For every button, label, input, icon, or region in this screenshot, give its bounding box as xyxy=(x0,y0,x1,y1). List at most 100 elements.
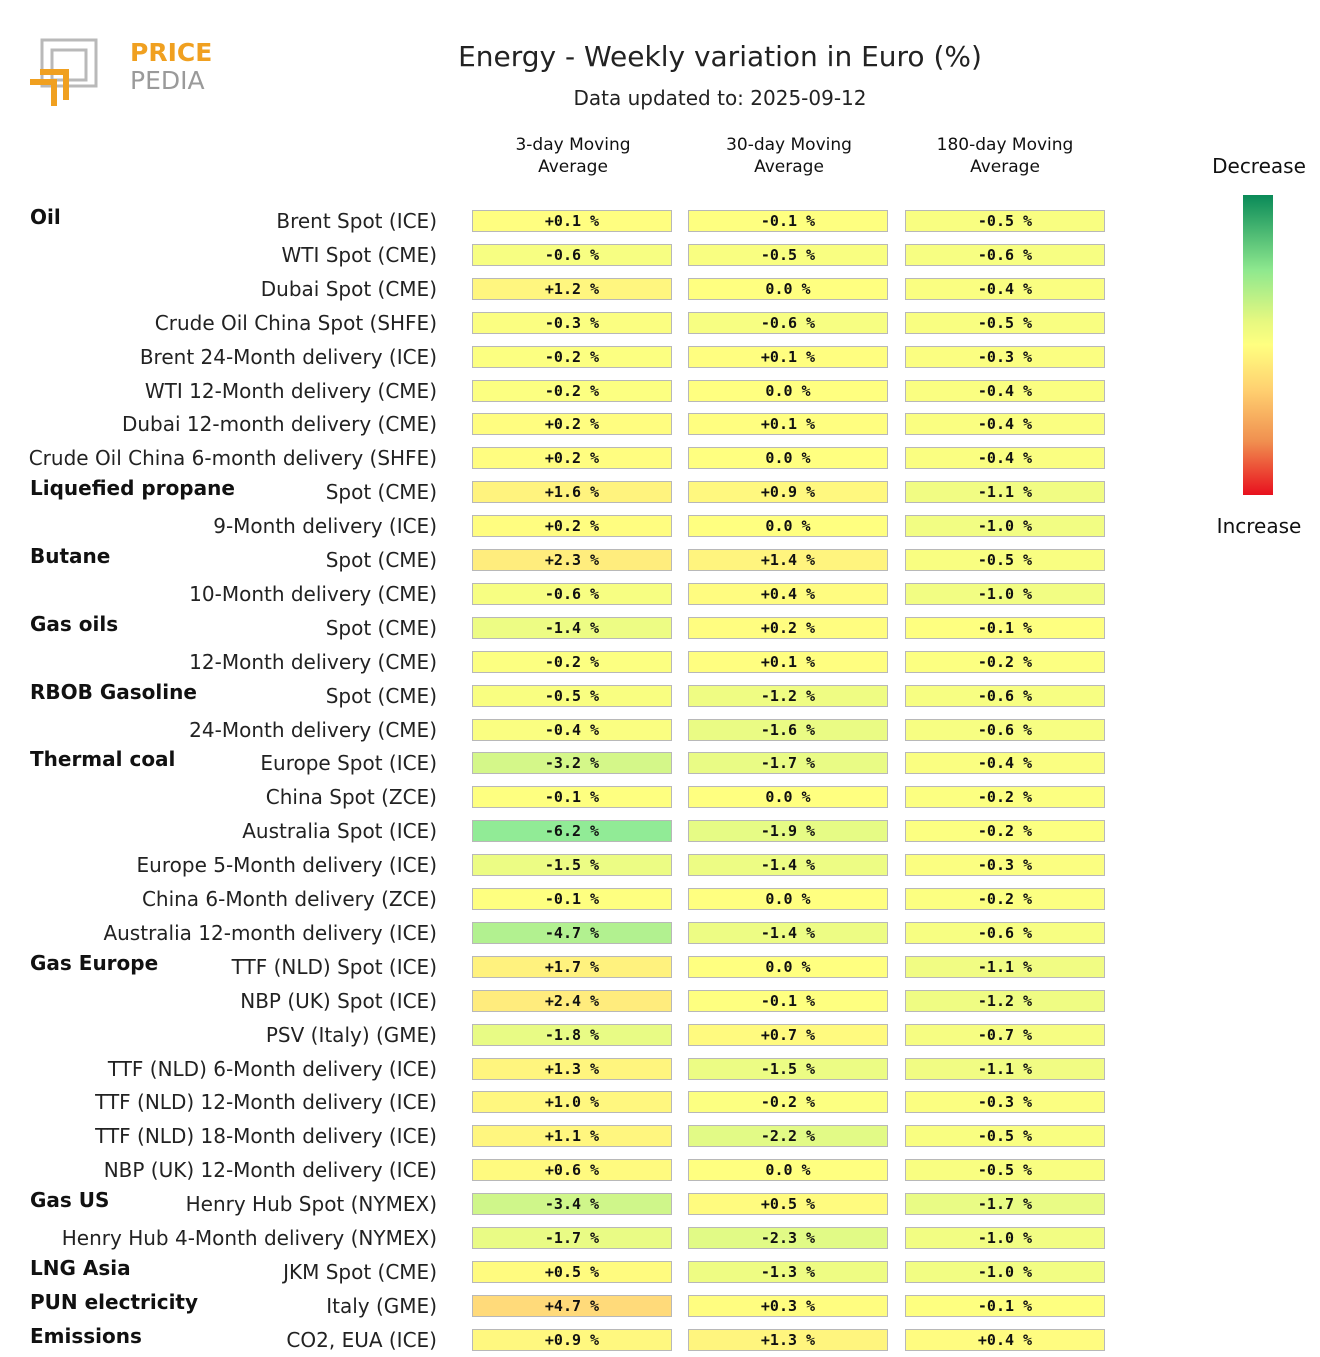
heatmap-cell: -0.5 % xyxy=(688,243,888,266)
row-label: Henry Hub Spot (NYMEX) xyxy=(185,1192,437,1217)
row-label: TTF (NLD) 18-Month delivery (ICE) xyxy=(95,1124,437,1149)
row-label: CO2, EUA (ICE) xyxy=(286,1327,437,1352)
row-label: 9-Month delivery (ICE) xyxy=(213,514,437,539)
legend-color-scale xyxy=(1243,195,1273,495)
heatmap-cell: +4.7 % xyxy=(472,1294,672,1317)
heatmap-cell: -0.1 % xyxy=(688,210,888,232)
group-label: PUN electricity xyxy=(30,1289,199,1314)
heatmap-cell: -0.5 % xyxy=(905,311,1105,334)
heatmap-cell: -0.5 % xyxy=(905,1159,1105,1182)
heatmap-cell: +0.2 % xyxy=(472,413,672,436)
row-label: Australia 12-month delivery (ICE) xyxy=(103,920,437,945)
group-label: RBOB Gasoline xyxy=(30,679,197,704)
heatmap-cell: -1.5 % xyxy=(688,1057,888,1080)
heatmap-cell: -0.4 % xyxy=(905,752,1105,775)
heatmap-cell: 0.0 % xyxy=(688,379,888,402)
heatmap-cell: -0.6 % xyxy=(472,243,672,266)
heatmap-cell: +1.3 % xyxy=(688,1328,888,1351)
heatmap-cell: +1.0 % xyxy=(472,1091,672,1114)
heatmap-cell: +1.4 % xyxy=(688,549,888,571)
heatmap-cell: +0.2 % xyxy=(688,616,888,639)
heatmap-cell: -1.0 % xyxy=(905,582,1105,605)
legend-label-increase: Increase xyxy=(1216,514,1302,538)
row-label: Spot (CME) xyxy=(325,548,437,572)
column-header-30day: 30-day Moving Average xyxy=(726,135,852,177)
heatmap-cell: -1.2 % xyxy=(905,989,1105,1012)
heatmap-cell: -0.5 % xyxy=(905,1125,1105,1148)
heatmap-cell: -0.1 % xyxy=(905,1294,1105,1317)
heatmap-cell: -1.1 % xyxy=(905,481,1105,504)
heatmap-cell: -0.3 % xyxy=(905,1091,1105,1114)
heatmap-cell: 0.0 % xyxy=(688,447,888,470)
heatmap-cell: -0.4 % xyxy=(905,379,1105,402)
row-label: JKM Spot (CME) xyxy=(283,1259,437,1284)
heatmap-cell: -1.5 % xyxy=(472,854,672,877)
heatmap-cell: +0.4 % xyxy=(688,582,888,605)
heatmap-cell: +2.3 % xyxy=(472,549,672,571)
heatmap-cell: -0.2 % xyxy=(905,786,1105,809)
row-label: Europe 5-Month delivery (ICE) xyxy=(136,853,437,878)
heatmap-cell: +2.4 % xyxy=(472,989,672,1012)
group-label: Butane xyxy=(30,544,111,568)
heatmap-cell: +0.7 % xyxy=(688,1023,888,1046)
heatmap-cell: -0.2 % xyxy=(472,650,672,673)
heatmap-cell: +1.2 % xyxy=(472,277,672,300)
row-label: TTF (NLD) 12-Month delivery (ICE) xyxy=(95,1090,437,1115)
heatmap-cell: -0.4 % xyxy=(905,413,1105,436)
heatmap-cell: 0.0 % xyxy=(688,277,888,300)
heatmap-cell: -1.9 % xyxy=(688,820,888,843)
heatmap-cell: +0.1 % xyxy=(472,210,672,232)
heatmap-cell: -1.0 % xyxy=(905,1227,1105,1249)
heatmap-cell: -0.5 % xyxy=(905,549,1105,571)
row-label: 12-Month delivery (CME) xyxy=(189,649,437,674)
heatmap-cell: -0.1 % xyxy=(472,888,672,910)
heatmap-cell: -0.3 % xyxy=(905,854,1105,877)
heatmap-cell: -1.7 % xyxy=(905,1193,1105,1216)
row-label: Henry Hub 4-Month delivery (NYMEX) xyxy=(61,1226,437,1250)
row-label: China Spot (ZCE) xyxy=(265,785,437,810)
row-label: NBP (UK) 12-Month delivery (ICE) xyxy=(103,1158,437,1183)
heatmap-cell: -2.3 % xyxy=(688,1227,888,1249)
row-label: Dubai 12-month delivery (CME) xyxy=(121,412,437,437)
heatmap-cell: -0.6 % xyxy=(905,718,1105,741)
heatmap-cell: -0.2 % xyxy=(472,379,672,402)
heatmap-cell: 0.0 % xyxy=(688,1159,888,1182)
heatmap-cell: +0.4 % xyxy=(905,1328,1105,1351)
heatmap-cell: -0.6 % xyxy=(905,243,1105,266)
row-label: 10-Month delivery (CME) xyxy=(189,581,437,606)
heatmap-cell: -1.3 % xyxy=(688,1260,888,1283)
pricepedia-logo: PRICE PEDIA xyxy=(28,36,212,108)
heatmap-cell: -0.6 % xyxy=(905,921,1105,944)
heatmap-cell: +1.1 % xyxy=(472,1125,672,1148)
heatmap-cell: -3.4 % xyxy=(472,1193,672,1216)
heatmap-cell: -2.2 % xyxy=(688,1125,888,1148)
heatmap-cell: -0.1 % xyxy=(905,616,1105,639)
group-label: Thermal coal xyxy=(30,747,176,772)
heatmap-cell: +0.1 % xyxy=(688,650,888,673)
heatmap-cell: -0.5 % xyxy=(905,210,1105,232)
heatmap-cell: -0.6 % xyxy=(688,311,888,334)
heatmap-cell: -0.4 % xyxy=(905,277,1105,300)
row-label: PSV (Italy) (GME) xyxy=(265,1022,437,1047)
group-label: LNG Asia xyxy=(30,1255,131,1280)
group-label: Gas oils xyxy=(30,611,119,636)
group-label: Oil xyxy=(30,205,61,229)
heatmap-cell: -0.2 % xyxy=(472,345,672,368)
group-label: Gas Europe xyxy=(30,950,159,975)
heatmap-cell: -0.2 % xyxy=(905,650,1105,673)
heatmap-cell: -0.7 % xyxy=(905,1023,1105,1046)
group-label: Gas US xyxy=(30,1188,110,1213)
heatmap-cell: 0.0 % xyxy=(688,888,888,910)
heatmap-cell: -1.1 % xyxy=(905,1057,1105,1080)
column-header-3day: 3-day Moving Average xyxy=(515,135,631,177)
heatmap-cell: +0.9 % xyxy=(688,481,888,504)
heatmap-cell: -3.2 % xyxy=(472,752,672,775)
heatmap-cell: +0.1 % xyxy=(688,345,888,368)
heatmap-cell: -0.6 % xyxy=(472,582,672,605)
row-label: Brent Spot (ICE) xyxy=(276,209,437,233)
row-label: Australia Spot (ICE) xyxy=(242,819,437,844)
chart-title: Energy - Weekly variation in Euro (%) xyxy=(458,40,982,73)
heatmap-cell: -1.0 % xyxy=(905,515,1105,538)
heatmap-cell: -0.1 % xyxy=(472,786,672,809)
heatmap-cell: 0.0 % xyxy=(688,955,888,978)
